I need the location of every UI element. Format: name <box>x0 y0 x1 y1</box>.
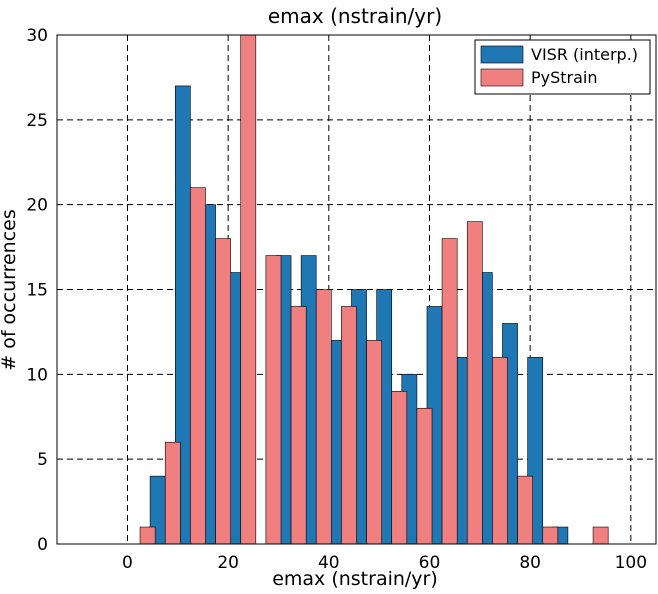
bar-pystrain <box>290 306 307 545</box>
bar-pystrain <box>366 340 382 545</box>
bar-pystrain <box>517 475 533 545</box>
y-tick-label: 5 <box>37 450 48 470</box>
y-axis-label: # of occurrences <box>0 209 20 371</box>
x-tick-label: 40 <box>318 553 340 573</box>
x-tick-label: 60 <box>419 553 441 573</box>
bar-pystrain <box>542 526 559 545</box>
bars <box>139 34 609 545</box>
plot-frame <box>56 34 657 545</box>
y-tick-label: 25 <box>26 111 48 131</box>
bar-pystrain <box>492 357 508 545</box>
bar-pystrain <box>139 526 156 545</box>
y-tick-labels: 0 5 10 15 20 25 30 <box>26 26 48 555</box>
bar-pystrain <box>215 238 231 545</box>
legend-label: VISR (interp.) <box>531 45 638 64</box>
y-tick-label: 10 <box>26 365 48 385</box>
x-tick-label: 20 <box>217 553 239 573</box>
bar-pystrain <box>592 526 609 545</box>
x-tick-label: 80 <box>519 553 541 573</box>
y-tick-label: 15 <box>26 281 48 301</box>
legend-label: PyStrain <box>531 68 598 87</box>
y-tick-label: 30 <box>26 26 48 46</box>
legend: VISR (interp.) PyStrain <box>474 39 651 95</box>
legend-swatch <box>480 68 524 87</box>
y-tick-label: 20 <box>26 196 48 216</box>
bar-pystrain <box>265 255 282 545</box>
bar-pystrain <box>240 34 257 545</box>
bar-pystrain <box>164 441 181 545</box>
x-tick-labels: 0 20 40 60 80 100 <box>122 553 647 573</box>
bar-pystrain <box>416 407 433 545</box>
chart-title: emax (nstrain/yr) <box>268 4 442 28</box>
bar-pystrain <box>391 390 408 545</box>
bar-pystrain <box>466 221 483 545</box>
x-axis-label: emax (nstrain/yr) <box>272 568 438 590</box>
legend-swatch <box>480 45 524 64</box>
x-tick-label: 100 <box>615 553 647 573</box>
y-tick-label: 0 <box>37 535 48 555</box>
x-tick-label: 0 <box>122 553 133 573</box>
bar-pystrain <box>341 306 357 545</box>
bar-pystrain <box>190 187 206 545</box>
bar-pystrain <box>441 238 458 545</box>
bar-pystrain <box>315 289 332 545</box>
